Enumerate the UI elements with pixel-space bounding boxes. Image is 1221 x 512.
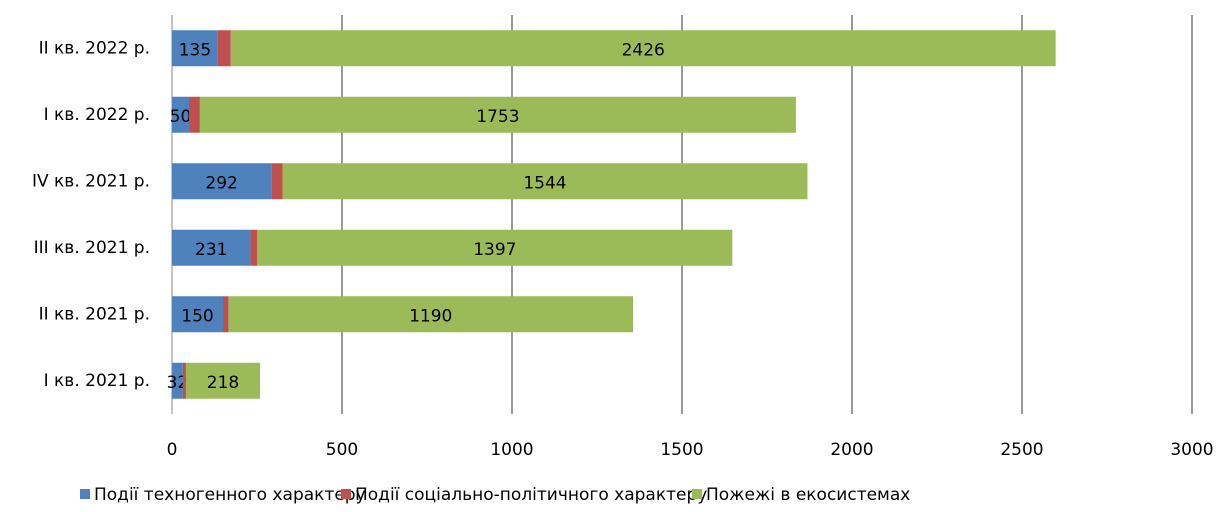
y-tick-label: І кв. 2021 р. bbox=[44, 371, 150, 391]
bar-segment bbox=[217, 30, 231, 67]
data-label: 1190 bbox=[409, 306, 452, 326]
x-tick-label: 2000 bbox=[830, 440, 873, 460]
data-label: 150 bbox=[181, 306, 213, 326]
data-label: 2426 bbox=[622, 40, 665, 60]
data-label: 32 bbox=[167, 373, 189, 393]
x-tick-label: 1500 bbox=[660, 440, 703, 460]
x-tick-label: 500 bbox=[326, 440, 358, 460]
data-label: 292 bbox=[205, 173, 237, 193]
data-label: 1544 bbox=[523, 173, 566, 193]
bar-segment bbox=[257, 229, 733, 266]
y-tick-label: ІІІ кв. 2021 р. bbox=[34, 238, 150, 258]
legend-label: Події техногенного характеру bbox=[94, 485, 366, 505]
bar-segment bbox=[282, 163, 808, 200]
bar-segment bbox=[271, 163, 283, 200]
bar-segment bbox=[172, 296, 223, 333]
legend-label: Пожежі в екосистемах bbox=[706, 485, 910, 505]
data-label: 1397 bbox=[473, 240, 516, 260]
bar-segment bbox=[223, 296, 229, 333]
y-tick-label: І кв. 2022 р. bbox=[44, 105, 150, 125]
bar-segment bbox=[172, 96, 189, 133]
bar-segment bbox=[172, 362, 183, 399]
legend-swatch bbox=[692, 489, 702, 499]
x-tick-label: 2500 bbox=[1000, 440, 1043, 460]
bar-segment bbox=[230, 30, 1056, 67]
bar-segment bbox=[250, 229, 258, 266]
bar-segment bbox=[228, 296, 634, 333]
bar-segment bbox=[172, 229, 251, 266]
legend-label: Події соціально-політичного характеру bbox=[355, 485, 707, 505]
legend-swatch bbox=[80, 489, 90, 499]
x-tick-label: 0 bbox=[167, 440, 178, 460]
bar-segment bbox=[185, 362, 261, 399]
data-label: 218 bbox=[207, 373, 239, 393]
bar-segment bbox=[172, 30, 218, 67]
data-label: 231 bbox=[195, 240, 227, 260]
y-tick-label: ІІ кв. 2022 р. bbox=[39, 38, 150, 58]
bar-segment bbox=[199, 96, 796, 133]
x-tick-label: 3000 bbox=[1170, 440, 1213, 460]
y-tick-label: ІV кв. 2021 р. bbox=[32, 171, 150, 191]
data-label: 1753 bbox=[476, 107, 519, 127]
bar-segment bbox=[172, 163, 272, 200]
x-tick-label: 1000 bbox=[490, 440, 533, 460]
data-label: 50 bbox=[170, 107, 192, 127]
y-tick-label: ІІ кв. 2021 р. bbox=[39, 304, 150, 324]
legend-swatch bbox=[341, 489, 351, 499]
data-label: 135 bbox=[179, 40, 211, 60]
bar-segment bbox=[182, 362, 186, 399]
bar-segment bbox=[189, 96, 200, 133]
